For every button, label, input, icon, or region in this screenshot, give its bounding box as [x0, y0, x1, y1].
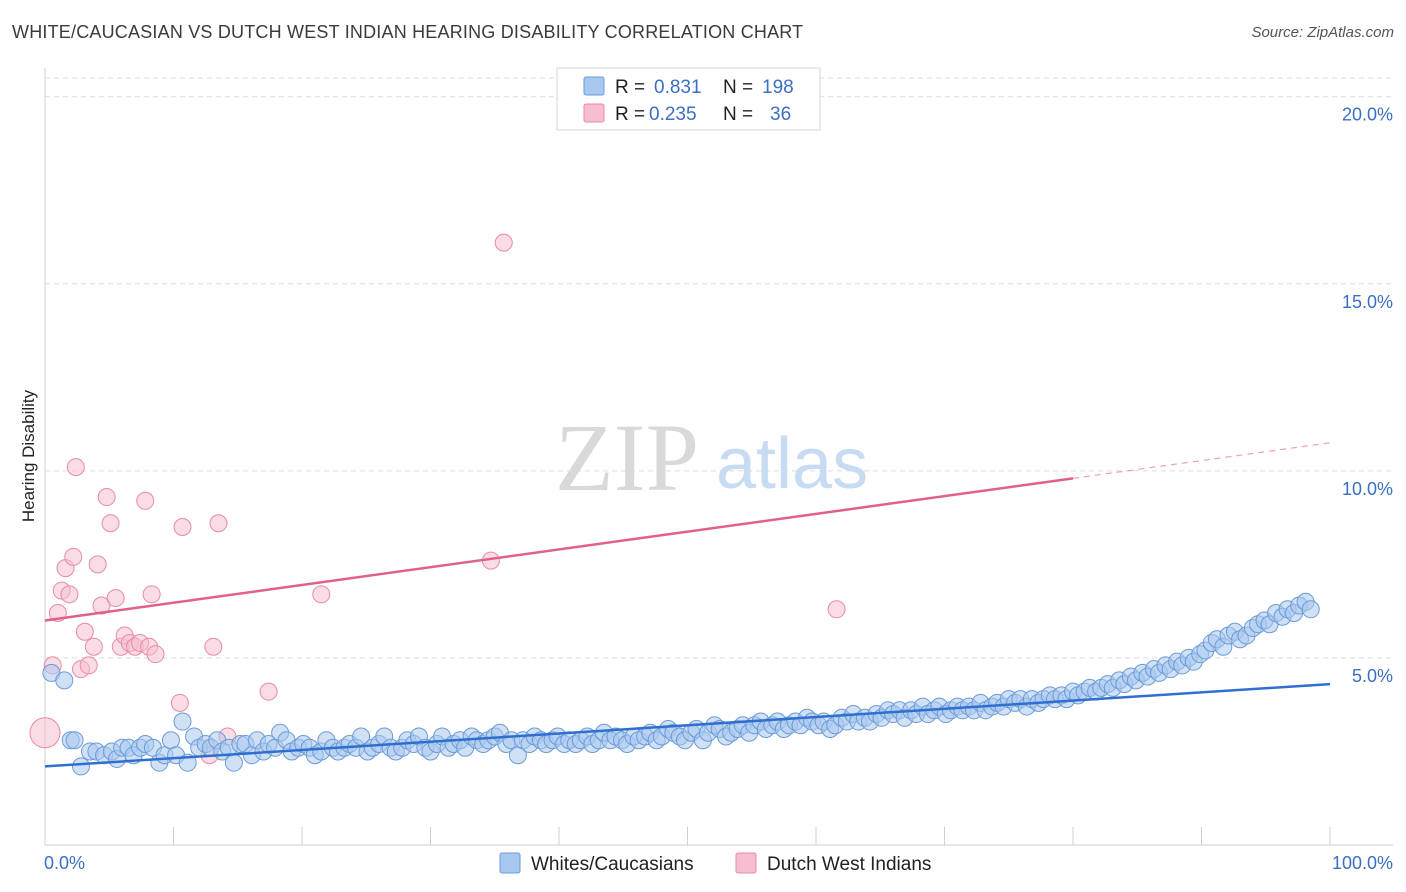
legend-r-label-2: R = [615, 104, 645, 125]
bottom-legend-label-blue: Whites/Caucasians [531, 854, 694, 875]
pink-point-29 [204, 637, 223, 656]
pink-point-6 [64, 547, 83, 566]
legend-swatch-blue [583, 76, 605, 96]
pink-point-33 [312, 585, 331, 604]
chart-title: WHITE/CAUCASIAN VS DUTCH WEST INDIAN HEA… [12, 22, 804, 42]
legend-r-value-2: 0.235 [649, 104, 697, 125]
blue-point-3 [65, 731, 84, 750]
grid-lines [45, 77, 1393, 659]
legend-bottom: Whites/Caucasians Dutch West Indians [499, 852, 931, 875]
watermark: ZIP atlas [555, 404, 868, 511]
pink-point-24 [142, 585, 161, 604]
y-tick-label-0: 5.0% [1352, 666, 1393, 686]
pink-point-30 [209, 514, 228, 533]
series-dutch-west-indians [29, 233, 846, 765]
pink-point-0 [29, 717, 61, 749]
trend-line-pink [44, 477, 1074, 622]
legend-top: R = 0.831 N = 198 R = 0.235 N = 36 [556, 67, 821, 131]
pink-point-35 [494, 233, 513, 252]
pink-point-13 [92, 596, 111, 615]
bottom-legend-label-pink: Dutch West Indians [767, 854, 931, 875]
pink-point-26 [170, 693, 189, 712]
pink-point-14 [97, 488, 116, 507]
pink-point-16 [106, 589, 125, 608]
pink-point-15 [101, 514, 120, 533]
trend-lines [44, 442, 1331, 768]
blue-point-18 [161, 731, 180, 750]
legend-n-label-1: N = [723, 77, 753, 98]
x-tick-label-left: 0.0% [44, 853, 85, 873]
pink-point-27 [173, 517, 192, 536]
blue-point-1 [55, 671, 74, 690]
pink-point-22 [136, 491, 155, 510]
bottom-legend-swatch-blue [499, 852, 521, 874]
series-whites-caucasians [42, 592, 1320, 776]
trend-line-pink-dashed [1072, 442, 1331, 479]
watermark-zip: ZIP [555, 404, 699, 511]
trend-line-blue [44, 682, 1331, 768]
axes [44, 68, 1393, 846]
pink-point-10 [79, 656, 98, 675]
blue-point-4 [71, 757, 90, 776]
pink-point-36 [827, 600, 846, 619]
pink-point-12 [88, 555, 107, 574]
blue-point-20 [173, 712, 192, 731]
legend-swatch-pink [583, 103, 605, 123]
y-tick-label-1: 10.0% [1342, 479, 1393, 499]
pink-point-7 [66, 458, 85, 477]
pink-point-32 [259, 682, 278, 701]
watermark-atlas: atlas [716, 424, 868, 504]
pink-point-9 [75, 622, 94, 641]
legend-n-value-2: 36 [770, 104, 791, 125]
y-axis-title: Hearing Disability [19, 389, 38, 522]
y-tick-labels: 5.0% 10.0% 15.0% 20.0% [1342, 105, 1393, 686]
pink-point-11 [84, 637, 103, 656]
y-tick-label-3: 20.0% [1342, 105, 1393, 125]
pink-point-5 [60, 585, 79, 604]
pink-point-25 [146, 645, 165, 664]
legend-r-value-1: 0.831 [654, 77, 702, 98]
bottom-legend-swatch-pink [735, 852, 757, 874]
legend-r-label-1: R = [615, 77, 645, 98]
source-label: Source: ZipAtlas.com [1251, 24, 1394, 41]
legend-n-label-2: N = [723, 104, 753, 125]
x-tick-label-right: 100.0% [1332, 853, 1393, 873]
blue-point-215 [1301, 600, 1320, 619]
blue-point-29 [224, 753, 243, 772]
legend-n-value-1: 198 [762, 77, 794, 98]
y-tick-label-2: 15.0% [1342, 292, 1393, 312]
